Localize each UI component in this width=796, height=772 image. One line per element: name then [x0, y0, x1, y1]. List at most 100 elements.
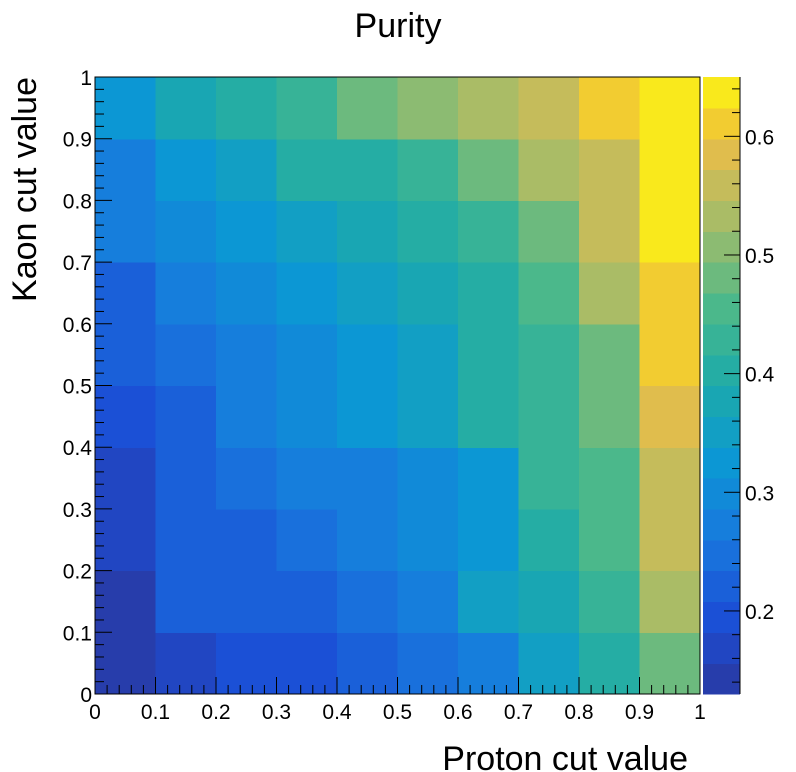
- heatmap-cell: [639, 77, 701, 140]
- colorbar-band: [703, 508, 740, 541]
- x-tick-label: 0.6: [443, 701, 472, 724]
- x-tick-label: 0.1: [141, 701, 170, 724]
- y-tick-label: 0.6: [63, 314, 92, 337]
- colorbar-band: [703, 292, 740, 325]
- heatmap-cell: [95, 632, 157, 695]
- heatmap-cell: [639, 508, 701, 572]
- heatmap-cell: [639, 570, 701, 633]
- colorbar-tick-label: 0.5: [745, 245, 774, 268]
- colorbar-band: [703, 354, 740, 387]
- heatmap-cell: [155, 447, 217, 510]
- heatmap-cell: [276, 77, 338, 140]
- heatmap-cell: [518, 200, 580, 263]
- heatmap-cell: [397, 138, 459, 201]
- heatmap-cell: [155, 77, 217, 140]
- heatmap-cell: [95, 447, 157, 510]
- heatmap-cell: [458, 570, 520, 633]
- heatmap-cell: [579, 508, 641, 572]
- heatmap-cell: [276, 138, 338, 201]
- heatmap-cell: [155, 200, 217, 263]
- x-axis: 0 0.1 0.2 0.3 0.4 0.5 0.6 0.7 0.8 0.9 1: [89, 677, 706, 724]
- colorbar-band: [703, 385, 740, 417]
- heatmap-cell: [458, 385, 520, 448]
- heatmap-cell: [216, 138, 278, 201]
- colorbar-band: [703, 323, 740, 356]
- colorbar-band: [703, 663, 740, 695]
- heatmap-cell: [155, 385, 217, 448]
- y-axis-title: Kaon cut value: [6, 77, 44, 302]
- heatmap-cell: [458, 632, 520, 695]
- heatmap-cell: [639, 632, 701, 695]
- y-tick-label: 0.2: [63, 561, 92, 584]
- x-tick-label: 0: [89, 701, 101, 724]
- colorbar-band: [703, 138, 740, 171]
- heatmap-cell: [518, 632, 580, 695]
- heatmap-cell: [95, 508, 157, 572]
- x-tick-label: 0.8: [564, 701, 593, 724]
- heatmap-cell: [155, 632, 217, 695]
- heatmap-cell: [95, 200, 157, 263]
- heatmap-cell: [639, 138, 701, 201]
- heatmap-cell: [95, 138, 157, 201]
- heatmap-cell: [276, 632, 338, 695]
- heatmap-cell: [155, 262, 217, 325]
- colorbar-tick-label: 0.6: [745, 126, 774, 149]
- heatmap-cell: [216, 200, 278, 263]
- heatmap-cell: [216, 262, 278, 325]
- colorbar: [703, 77, 740, 695]
- heatmap-cell: [337, 200, 399, 263]
- heatmap-cell: [155, 323, 217, 387]
- heatmap-cell: [216, 570, 278, 633]
- heatmap-cell: [579, 385, 641, 448]
- heatmap-cell: [639, 262, 701, 325]
- heatmap-cell: [276, 508, 338, 572]
- heatmap-cell: [518, 447, 580, 510]
- heatmap-cell: [337, 77, 399, 140]
- colorbar-band: [703, 478, 740, 510]
- x-tick-label: 0.7: [504, 701, 533, 724]
- heatmap-cell: [337, 632, 399, 695]
- x-tick-label: 0.2: [201, 701, 230, 724]
- heatmap-cell: [95, 385, 157, 448]
- heatmap-cell: [397, 447, 459, 510]
- heatmap-cell: [397, 323, 459, 387]
- heatmap-cell: [579, 138, 641, 201]
- heatmap-cell: [216, 323, 278, 387]
- heatmap-cell: [337, 323, 399, 387]
- colorbar-band: [703, 262, 740, 294]
- heatmap-cell: [397, 262, 459, 325]
- heatmap-cell: [518, 385, 580, 448]
- colorbar-band: [703, 447, 740, 479]
- heatmap-cell: [639, 385, 701, 448]
- heatmap-cell: [518, 77, 580, 140]
- heatmap-cell: [397, 77, 459, 140]
- heatmap-cell: [216, 77, 278, 140]
- heatmap-cell: [518, 508, 580, 572]
- heatmap-cell: [276, 570, 338, 633]
- heatmap-cell: [579, 262, 641, 325]
- heatmap-cell: [276, 262, 338, 325]
- heatmap-cell: [95, 323, 157, 387]
- y-axis: 0 0.1 0.2 0.3 0.4 0.5 0.6 0.7 0.8 0.9 1: [63, 67, 112, 707]
- heatmap-cell: [337, 138, 399, 201]
- colorbar-tick-label: 0.2: [745, 601, 774, 624]
- heatmap-cell: [458, 77, 520, 140]
- heatmap-cell: [579, 323, 641, 387]
- heatmap-cell: [337, 508, 399, 572]
- heatmap-cell: [276, 447, 338, 510]
- heatmap-cell: [397, 570, 459, 633]
- heatmap-cell: [397, 508, 459, 572]
- heatmap-cell: [579, 200, 641, 263]
- y-tick-label: 0.7: [63, 252, 92, 275]
- heatmap-cell: [397, 200, 459, 263]
- colorbar-band: [703, 601, 740, 633]
- heatmap-cell: [155, 508, 217, 572]
- colorbar-band: [703, 539, 740, 572]
- colorbar-band: [703, 200, 740, 232]
- colorbar-tick-label: 0.4: [745, 364, 775, 387]
- heatmap-cell: [518, 262, 580, 325]
- heatmap-cell: [95, 262, 157, 325]
- heatmap-cell: [216, 447, 278, 510]
- chart-title: Purity: [355, 7, 442, 45]
- heatmap-cell: [276, 200, 338, 263]
